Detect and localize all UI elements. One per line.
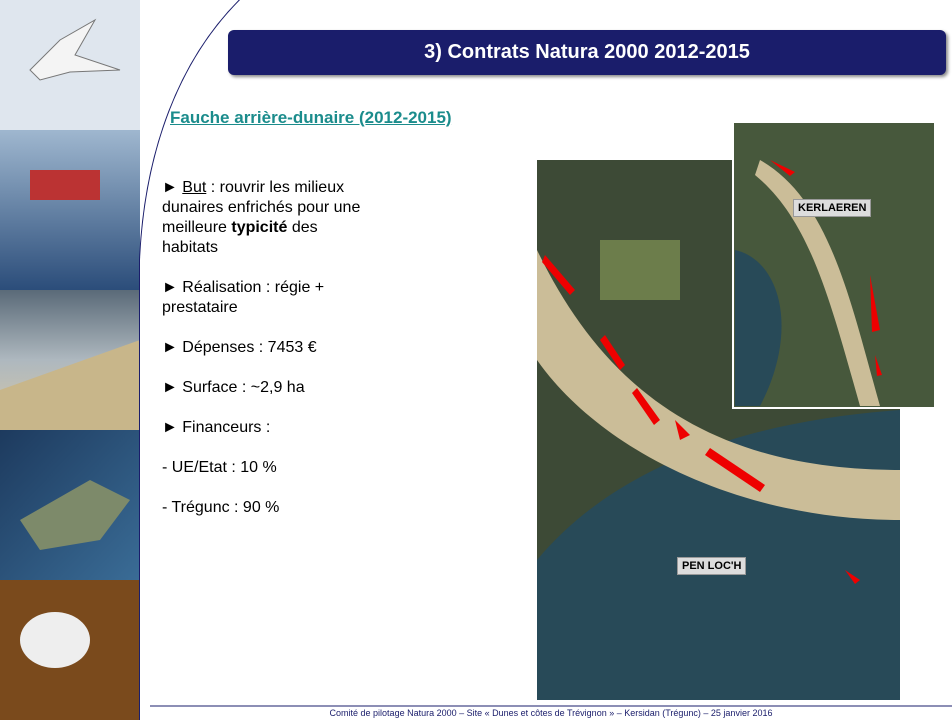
bullet: Dépenses : 7453 € [162,338,367,358]
map-label: KERLAEREN [793,199,871,217]
bullet: But : rouvrir les milieux dunaires enfri… [162,178,367,258]
funder: - Trégunc : 90 % [162,498,367,518]
title: 3) Contrats Natura 2000 2012-2015 [424,41,750,64]
bullet: Financeurs : [162,418,367,438]
title-bar: 3) Contrats Natura 2000 2012-2015 [228,30,946,75]
map-label: PEN LOC'H [677,557,746,575]
bullets: But : rouvrir les milieux dunaires enfri… [162,178,367,538]
boat [30,170,100,200]
section-title: Fauche arrière-dunaire (2012-2015) [170,108,452,128]
bullet: Surface : ~2,9 ha [162,378,367,398]
decor [0,0,952,720]
bullet-label: But [182,179,206,196]
bullet: Réalisation : régie + prestataire [162,278,367,318]
footer: Comité de pilotage Natura 2000 – Site « … [150,708,952,718]
slide: 3) Contrats Natura 2000 2012-2015 Fauche… [0,0,952,720]
funder: - UE/Etat : 10 % [162,458,367,478]
bullet-bold: typicité [231,219,287,236]
